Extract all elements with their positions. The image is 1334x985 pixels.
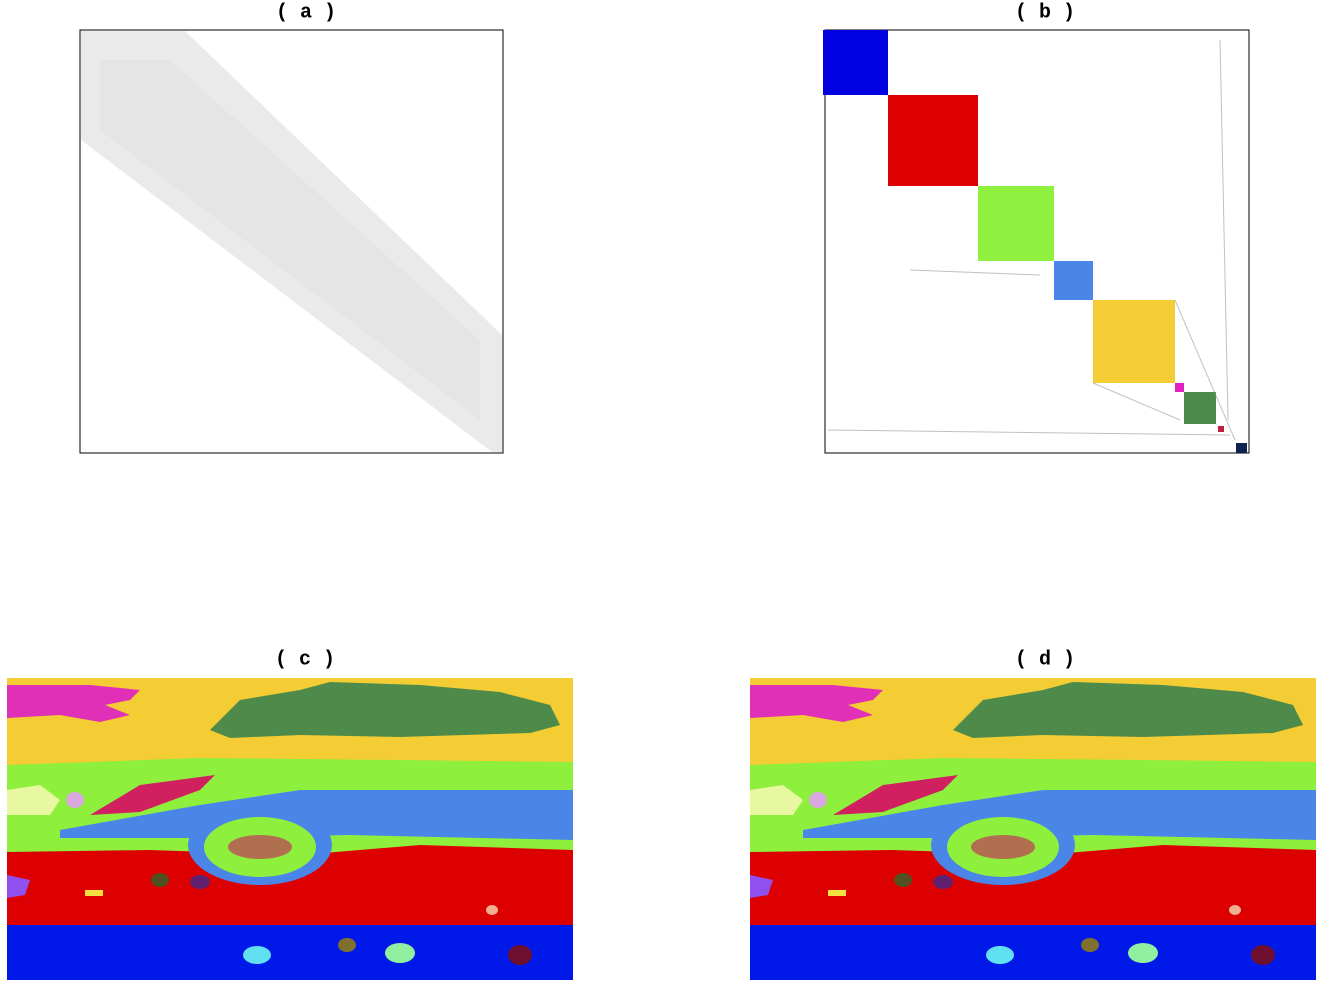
segmentation-map	[750, 678, 1316, 980]
matrix-b	[823, 29, 1250, 454]
segmentation-map	[7, 678, 573, 980]
matrix-a	[79, 29, 504, 454]
panel-label: ( a )	[276, 1, 336, 24]
panel-label: ( d )	[1015, 648, 1075, 671]
panel-label: ( b )	[1015, 1, 1075, 24]
panel-label: ( c )	[275, 648, 335, 671]
